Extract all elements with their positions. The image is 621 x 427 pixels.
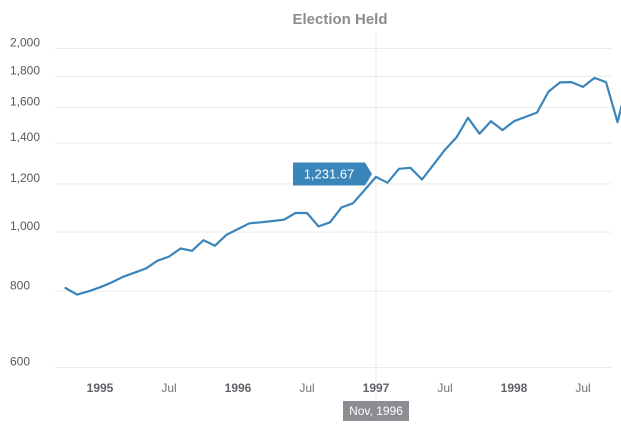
x-crosshair-flag-label: Nov, 1996 xyxy=(349,404,403,418)
value-tooltip: 1,231.67 xyxy=(293,162,372,186)
y-tick-label: 1,800 xyxy=(10,63,40,77)
x-tick-label: Jul xyxy=(299,381,314,395)
value-tooltip-label: 1,231.67 xyxy=(304,166,355,181)
y-tick-label: 1,400 xyxy=(10,130,40,144)
value-tooltip-box xyxy=(293,162,372,186)
grid-lines xyxy=(55,48,612,368)
y-tick-label: 600 xyxy=(10,355,30,369)
x-tick-label: 1995 xyxy=(87,381,114,395)
x-tick-label: Jul xyxy=(437,381,452,395)
series-line[interactable] xyxy=(64,76,621,296)
x-crosshair-flag-box xyxy=(343,401,409,421)
x-tick-label: Jul xyxy=(161,381,176,395)
x-crosshair-flag: Nov, 1996 xyxy=(343,401,409,421)
y-tick-label: 1,200 xyxy=(10,171,40,185)
x-tick-label: 1998 xyxy=(501,381,528,395)
x-axis-ticks: 1995 Jul 1996 Jul 1997 Jul 1998 Jul xyxy=(87,381,591,395)
y-tick-label: 1,600 xyxy=(10,95,40,109)
y-tick-label: 2,000 xyxy=(10,36,40,50)
y-tick-label: 800 xyxy=(10,278,30,292)
x-tick-label: 1996 xyxy=(225,381,252,395)
y-axis-ticks: 600 800 1,000 1,200 1,400 1,600 1,800 2,000 xyxy=(10,36,40,369)
y-tick-label: 1,000 xyxy=(10,219,40,233)
x-tick-label: Jul xyxy=(575,381,590,395)
chart-title: Election Held xyxy=(292,11,387,28)
